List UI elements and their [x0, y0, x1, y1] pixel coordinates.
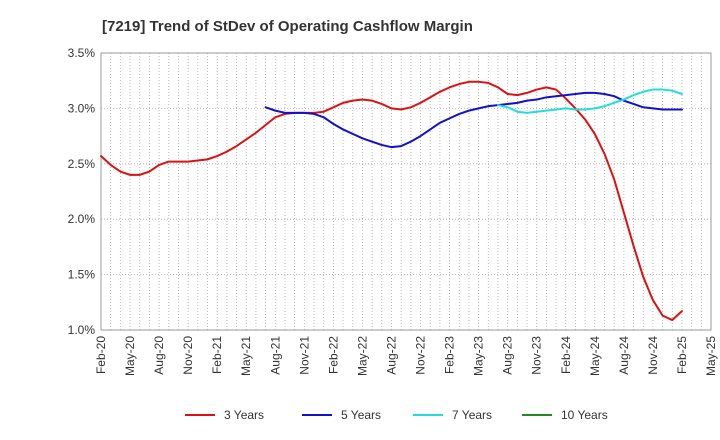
x-tick-label: Nov-21	[297, 336, 311, 375]
y-tick-label: 2.5%	[68, 157, 96, 171]
x-tick-label: May-22	[355, 336, 369, 376]
y-tick-label: 2.0%	[68, 212, 96, 226]
x-tick-label: Nov-23	[530, 336, 544, 375]
x-tick-label: Nov-24	[646, 336, 660, 375]
x-tick-label: Aug-24	[617, 336, 631, 375]
legend-item: 5 Years	[302, 408, 381, 422]
plot-background	[101, 53, 711, 330]
x-tick-label: May-20	[123, 336, 137, 376]
x-tick-label: May-23	[472, 336, 486, 376]
series-line-5-years	[264, 91, 683, 149]
legend-label: 3 Years	[224, 408, 264, 422]
x-tick-label: Feb-23	[443, 336, 457, 374]
x-tick-label: May-25	[704, 336, 718, 376]
x-tick-label: Feb-24	[559, 336, 573, 374]
x-tick-label: Feb-25	[675, 336, 689, 374]
y-tick-label: 1.0%	[68, 323, 96, 337]
x-tick-label: Aug-22	[384, 336, 398, 375]
x-tick-label: Feb-20	[94, 336, 108, 374]
legend: 3 Years 5 Years 7 Years 10 Years	[185, 408, 608, 422]
y-tick-label: 3.5%	[68, 46, 96, 60]
x-tick-label: Nov-20	[181, 336, 195, 375]
y-tick-label: 3.0%	[68, 101, 96, 115]
x-tick-label: Aug-23	[501, 336, 515, 375]
x-tick-label: Aug-20	[152, 336, 166, 375]
x-tick-label: Aug-21	[268, 336, 282, 375]
legend-item: 10 Years	[522, 408, 608, 422]
x-tick-label: Feb-21	[210, 336, 224, 374]
chart-title: [7219] Trend of StDev of Operating Cashf…	[102, 18, 473, 35]
plot-area: 1.0% 1.5% 2.0% 2.5% 3.0% 3.5% Feb-20 May-20 Aug-…	[68, 46, 718, 376]
legend-label: 10 Years	[561, 408, 608, 422]
legend-label: 5 Years	[341, 408, 381, 422]
x-tick-label: May-21	[239, 336, 253, 376]
legend-item: 7 Years	[413, 408, 492, 422]
x-tick-label: May-24	[588, 336, 602, 376]
x-tick-label: Feb-22	[326, 336, 340, 374]
x-tick-label: Nov-22	[414, 336, 428, 375]
legend-label: 7 Years	[452, 408, 492, 422]
y-tick-label: 1.5%	[68, 268, 96, 282]
legend-item: 3 Years	[185, 408, 264, 422]
plot-border	[100, 52, 712, 331]
series-line-7-years	[496, 88, 683, 114]
series-line-3-years	[100, 80, 683, 322]
